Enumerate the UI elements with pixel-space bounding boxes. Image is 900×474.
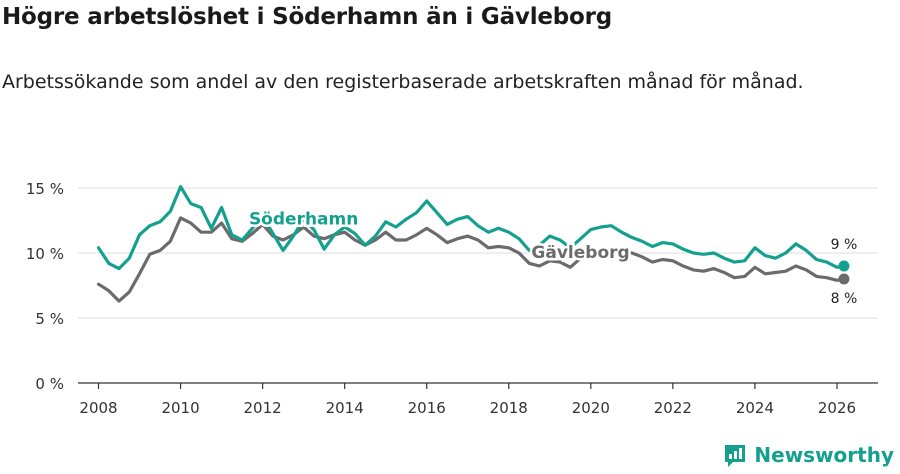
brand-name: Newsworthy — [754, 443, 894, 467]
y-tick-label: 5 % — [35, 310, 64, 328]
end-point-marker — [838, 260, 850, 272]
chart-title: Högre arbetslöshet i Söderhamn än i Gävl… — [2, 4, 613, 30]
x-tick-label: 2008 — [79, 399, 117, 417]
series-label-soderhamn: Söderhamn — [249, 209, 358, 229]
end-value-label-soderhamn: 9 % — [831, 237, 858, 253]
y-tick-label: 10 % — [26, 245, 64, 263]
y-tick-label: 15 % — [26, 180, 64, 198]
newsworthy-icon — [725, 445, 746, 467]
newsworthy-logo: Newsworthy — [722, 442, 894, 468]
x-tick-label: 2026 — [818, 399, 856, 417]
x-tick-label: 2014 — [326, 399, 364, 417]
y-tick-label: 0 % — [35, 375, 64, 393]
x-tick-label: 2020 — [572, 399, 610, 417]
end-point-marker — [838, 273, 850, 285]
x-tick-label: 2022 — [654, 399, 692, 417]
chart-subtitle: Arbetssökande som andel av den registerb… — [2, 71, 804, 93]
x-tick-label: 2010 — [161, 399, 199, 417]
series-label-gavleborg: Gävleborg — [531, 243, 629, 263]
end-value-label-gavleborg: 8 % — [831, 291, 858, 307]
x-tick-label: 2018 — [490, 399, 528, 417]
x-tick-label: 2016 — [408, 399, 446, 417]
series-line-gavleborg — [96, 216, 846, 303]
x-tick-label: 2012 — [244, 399, 282, 417]
x-tick-label: 2024 — [736, 399, 774, 417]
series-line-soderhamn — [96, 185, 846, 271]
